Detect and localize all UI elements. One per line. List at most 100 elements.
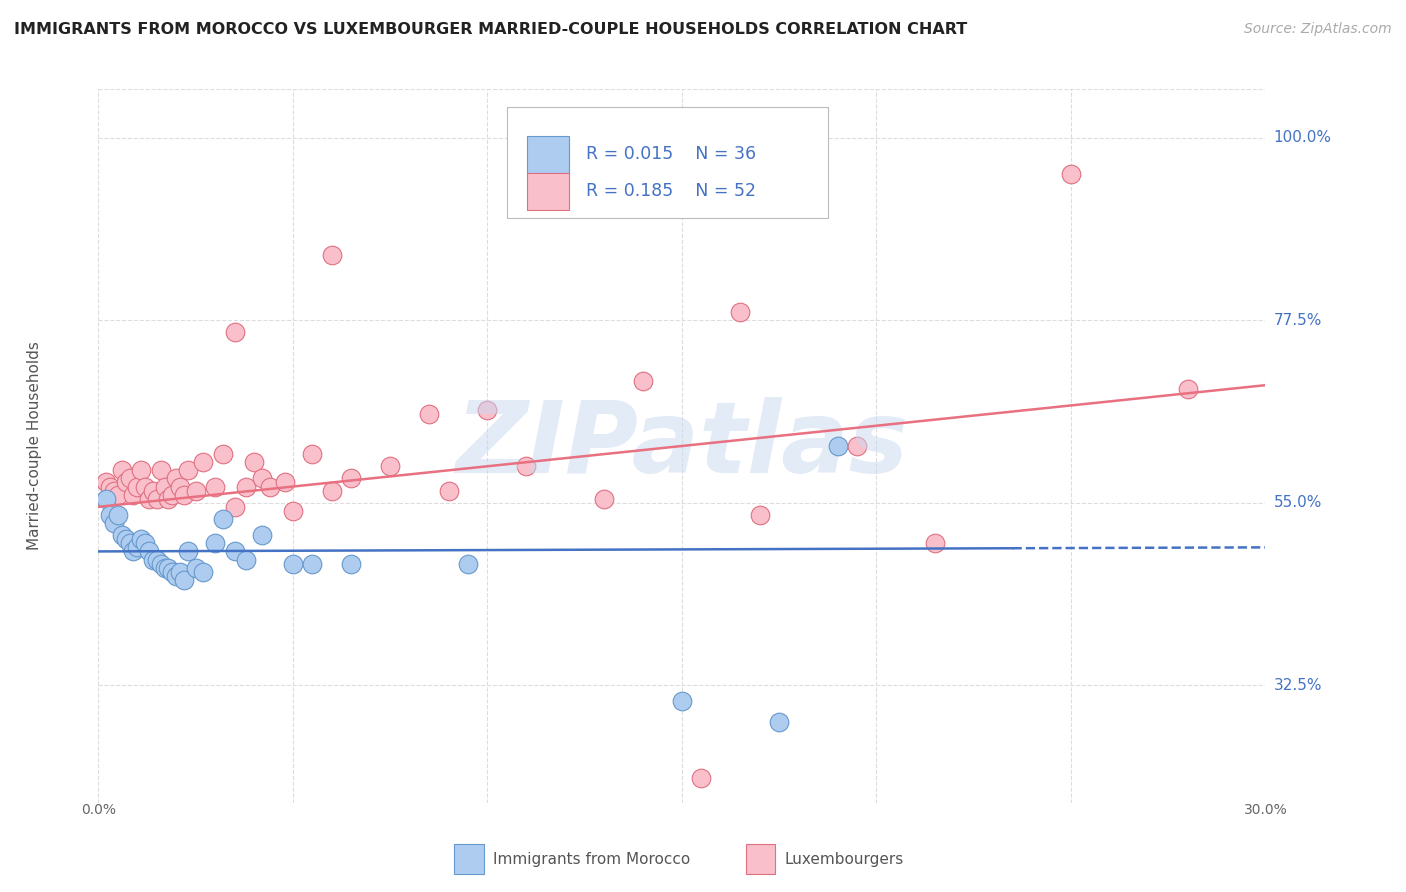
Point [281,557,304,571]
Point [157,560,180,574]
Point [631,374,654,388]
Text: IMMIGRANTS FROM MOROCCO VS LUXEMBOURGER MARRIED-COUPLE HOUSEHOLDS CORRELATION CH: IMMIGRANTS FROM MOROCCO VS LUXEMBOURGER … [14,22,967,37]
Point [212,512,235,526]
Point [177,544,200,558]
Point [157,491,180,506]
Text: 100.0%: 100.0% [1274,130,1331,145]
Point [730,305,752,319]
Point [142,552,165,566]
Point [142,483,165,498]
Point [103,483,125,498]
Point [165,568,187,582]
Bar [527,173,568,210]
Point [418,407,440,421]
Point [184,483,207,498]
Point [169,565,191,579]
Point [593,491,616,506]
Point [98,479,121,493]
Point [250,471,273,485]
Text: 0.0%: 0.0% [82,803,115,817]
Text: Married-couple Households: Married-couple Households [27,342,42,550]
Point [845,439,868,453]
Point [204,536,226,550]
Point [169,479,191,493]
Point [162,488,184,502]
Point [127,479,149,493]
Point [457,557,479,571]
Point [224,544,246,558]
Point [111,463,134,477]
Point [515,459,537,474]
Point [321,483,343,498]
Point [153,560,176,574]
Point [153,479,176,493]
Point [193,565,215,579]
Point [111,528,134,542]
Point [204,479,226,493]
Point [118,536,141,550]
Point [321,248,343,262]
Point [162,565,184,579]
Point [96,491,118,506]
Bar [527,136,568,173]
Text: 55.0%: 55.0% [1274,495,1322,510]
Text: Luxembourgers: Luxembourgers [785,852,904,867]
Point [671,694,693,708]
Point [122,544,145,558]
Text: R = 0.185    N = 52: R = 0.185 N = 52 [586,182,756,201]
Point [212,447,235,461]
Point [193,455,215,469]
Point [129,533,152,547]
Point [177,463,200,477]
Bar [747,844,775,874]
Text: Source: ZipAtlas.com: Source: ZipAtlas.com [1244,22,1392,37]
Point [924,536,946,550]
Point [224,326,246,340]
Point [281,504,304,518]
Point [748,508,770,522]
Point [173,488,195,502]
Point [259,479,281,493]
Point [146,491,169,506]
Point [243,455,266,469]
Point [1060,167,1083,181]
Point [768,714,790,729]
Point [107,488,129,502]
Point [301,447,323,461]
Point [114,475,136,490]
Text: ZIPatlas: ZIPatlas [456,398,908,494]
Point [129,463,152,477]
Point [1177,382,1199,396]
Point [138,544,160,558]
Point [340,557,363,571]
Point [149,557,172,571]
Point [274,475,297,490]
Point [235,479,257,493]
Point [477,402,499,417]
Text: R = 0.015    N = 36: R = 0.015 N = 36 [586,145,756,163]
Point [301,557,323,571]
Point [165,471,187,485]
Point [138,491,160,506]
Point [134,479,156,493]
Point [107,508,129,522]
Text: 32.5%: 32.5% [1274,678,1322,693]
Point [127,541,149,555]
Point [378,459,402,474]
Point [235,552,257,566]
Point [224,500,246,514]
Point [103,516,125,530]
Point [173,573,195,587]
Point [184,560,207,574]
Bar [454,844,484,874]
Point [827,439,849,453]
Point [146,552,169,566]
Point [114,533,136,547]
FancyBboxPatch shape [506,107,828,218]
Text: Immigrants from Morocco: Immigrants from Morocco [494,852,690,867]
Text: 30.0%: 30.0% [1243,803,1288,817]
Point [118,471,141,485]
Point [98,508,121,522]
Point [122,488,145,502]
Point [149,463,172,477]
